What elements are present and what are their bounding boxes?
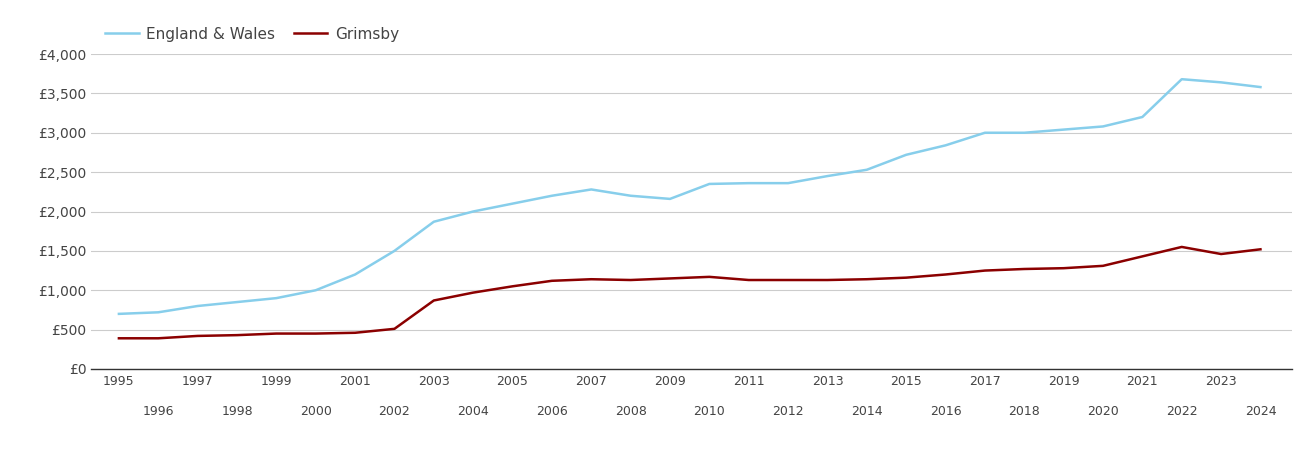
England & Wales — [1214, 80, 1229, 85]
Grimsby — [1095, 263, 1111, 269]
Grimsby — [1056, 266, 1071, 271]
England & Wales — [938, 143, 954, 148]
England & Wales — [1134, 114, 1150, 120]
England & Wales — [859, 167, 874, 172]
Grimsby — [386, 326, 402, 332]
Grimsby — [544, 278, 560, 284]
Text: 2004: 2004 — [457, 405, 489, 418]
Text: 2014: 2014 — [851, 405, 882, 418]
Text: 2022: 2022 — [1165, 405, 1198, 418]
Grimsby — [1134, 254, 1150, 259]
England & Wales — [308, 288, 324, 293]
England & Wales — [111, 311, 127, 317]
England & Wales — [1095, 124, 1111, 129]
England & Wales — [386, 248, 402, 253]
Text: 2024: 2024 — [1245, 405, 1276, 418]
England & Wales — [505, 201, 521, 206]
Grimsby — [269, 331, 284, 336]
Grimsby — [1253, 247, 1268, 252]
Grimsby — [230, 333, 245, 338]
Line: England & Wales: England & Wales — [119, 79, 1261, 314]
Grimsby — [466, 290, 482, 295]
Text: 2006: 2006 — [536, 405, 568, 418]
England & Wales — [150, 310, 166, 315]
Grimsby — [425, 298, 441, 303]
England & Wales — [820, 173, 835, 179]
England & Wales — [1056, 127, 1071, 132]
Grimsby — [859, 276, 874, 282]
Legend: England & Wales, Grimsby: England & Wales, Grimsby — [99, 21, 405, 48]
Grimsby — [347, 330, 363, 335]
Grimsby — [111, 336, 127, 341]
England & Wales — [230, 299, 245, 305]
England & Wales — [1174, 76, 1190, 82]
Text: 2018: 2018 — [1009, 405, 1040, 418]
Grimsby — [1017, 266, 1032, 272]
England & Wales — [1253, 84, 1268, 90]
Grimsby — [505, 284, 521, 289]
Grimsby — [1214, 251, 1229, 256]
Grimsby — [702, 274, 718, 279]
England & Wales — [977, 130, 993, 135]
Grimsby — [150, 336, 166, 341]
Grimsby — [189, 333, 205, 338]
Text: 1998: 1998 — [221, 405, 253, 418]
Text: 2016: 2016 — [929, 405, 962, 418]
Text: 2012: 2012 — [773, 405, 804, 418]
Text: 1996: 1996 — [142, 405, 174, 418]
England & Wales — [622, 193, 638, 198]
Grimsby — [622, 277, 638, 283]
Grimsby — [820, 277, 835, 283]
England & Wales — [898, 152, 913, 158]
Grimsby — [938, 272, 954, 277]
Text: 2008: 2008 — [615, 405, 646, 418]
England & Wales — [741, 180, 757, 186]
England & Wales — [1017, 130, 1032, 135]
England & Wales — [662, 196, 677, 202]
Line: Grimsby: Grimsby — [119, 247, 1261, 338]
Grimsby — [1174, 244, 1190, 250]
England & Wales — [269, 295, 284, 301]
England & Wales — [583, 187, 599, 192]
England & Wales — [466, 209, 482, 214]
Text: 2002: 2002 — [378, 405, 410, 418]
Grimsby — [898, 275, 913, 280]
England & Wales — [702, 181, 718, 187]
Grimsby — [583, 276, 599, 282]
England & Wales — [347, 272, 363, 277]
England & Wales — [425, 219, 441, 225]
England & Wales — [780, 180, 796, 186]
Grimsby — [741, 277, 757, 283]
Grimsby — [662, 276, 677, 281]
Text: 2020: 2020 — [1087, 405, 1118, 418]
Grimsby — [308, 331, 324, 336]
Text: 2010: 2010 — [693, 405, 726, 418]
Text: 2000: 2000 — [300, 405, 331, 418]
England & Wales — [544, 193, 560, 198]
Grimsby — [780, 277, 796, 283]
Grimsby — [977, 268, 993, 273]
England & Wales — [189, 303, 205, 309]
